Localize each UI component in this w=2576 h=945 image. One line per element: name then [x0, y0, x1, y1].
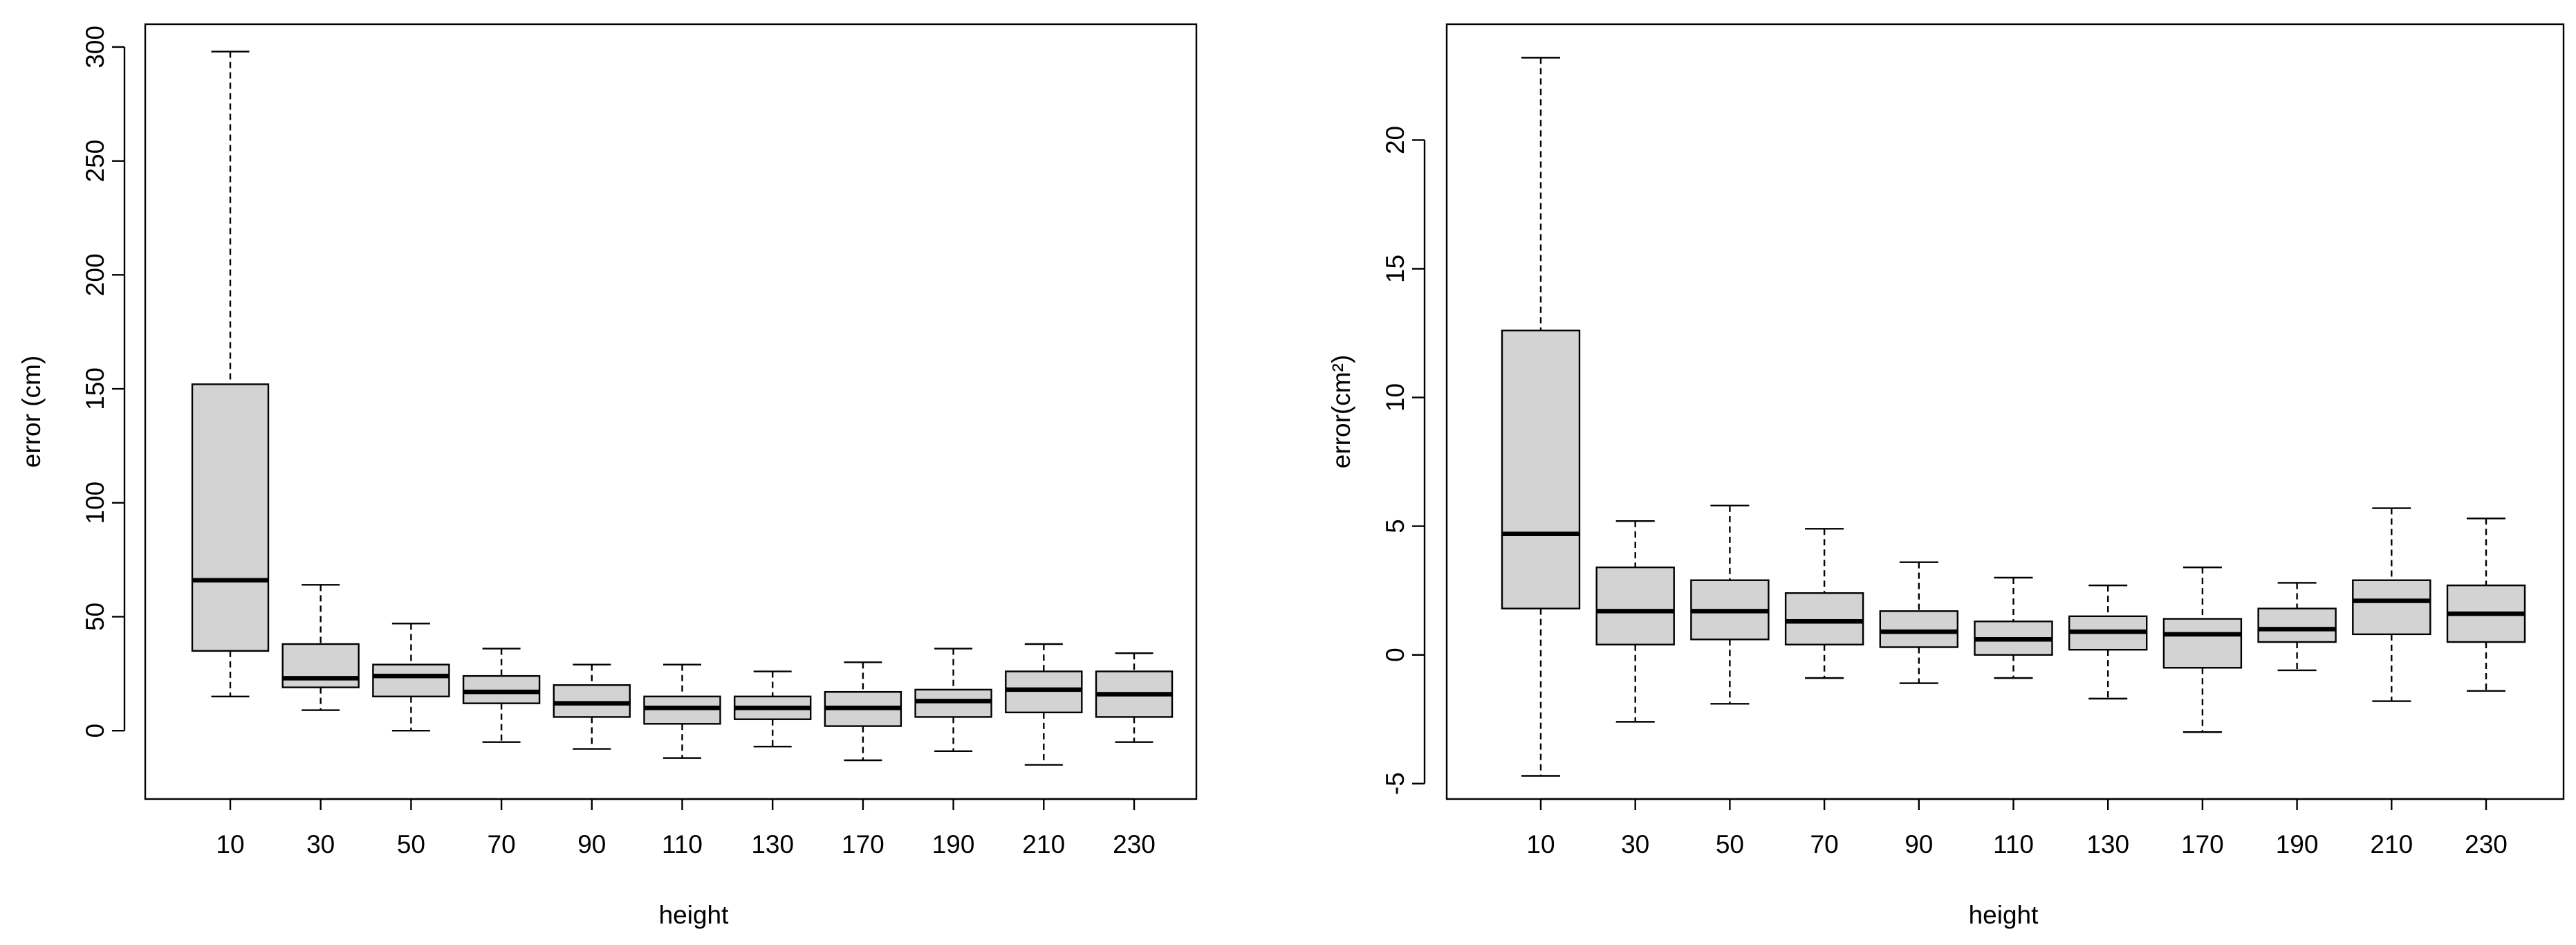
y-tick-label: 15 [1381, 255, 1409, 283]
plot-frame-right [1445, 23, 2565, 800]
x-tick-label: 190 [932, 830, 975, 859]
y-axis-right: -5 0 5 10 15 20 [1381, 126, 1426, 795]
box-110 [643, 663, 721, 759]
x-tick-label: 230 [1113, 830, 1156, 859]
y-tick-label: 20 [1381, 126, 1409, 154]
box-90 [1879, 561, 1959, 684]
iqr-box [1501, 329, 1581, 609]
iqr-box [2257, 607, 2337, 643]
x-tick-label: 130 [2086, 830, 2129, 859]
x-axis-title-right: height [1969, 901, 2039, 929]
y-tick-label: 100 [81, 481, 109, 524]
x-tick-label: 210 [1022, 830, 1065, 859]
box-30 [1595, 520, 1675, 723]
box-210 [2352, 507, 2431, 702]
box-170 [824, 661, 902, 762]
box-70 [1784, 528, 1864, 679]
iqr-box [462, 675, 541, 704]
iqr-box [372, 663, 450, 697]
x-tick-label: 50 [397, 830, 425, 859]
y-tick-label: -5 [1381, 772, 1409, 795]
box-50 [372, 623, 450, 732]
x-tick-label: 170 [842, 830, 884, 859]
box-10 [1501, 57, 1581, 777]
boxes-right [1501, 57, 2526, 777]
x-tick-label: 10 [1526, 830, 1555, 859]
x-tick-label: 30 [306, 830, 335, 859]
x-tick-label: 70 [488, 830, 516, 859]
y-tick-label: 300 [81, 26, 109, 68]
box-130 [2068, 584, 2148, 700]
x-tick-label: 230 [2465, 830, 2508, 859]
iqr-box [553, 684, 631, 718]
box-110 [1974, 576, 2053, 679]
y-tick-label: 250 [81, 140, 109, 183]
x-axis-title-left: height [659, 901, 730, 929]
iqr-box [643, 695, 721, 725]
x-tick-label: 110 [662, 830, 703, 859]
x-tick-label: 90 [1905, 830, 1933, 859]
iqr-box [2162, 618, 2243, 669]
chart-left: 0 50 100 150 200 250 300 10 30 50 70 90 110 130 170 19… [17, 23, 1198, 929]
box-70 [462, 648, 541, 743]
y-tick-label: 0 [81, 724, 109, 738]
box-190 [914, 648, 992, 753]
y-tick-label: 10 [1381, 383, 1409, 412]
x-tick-label: 50 [1716, 830, 1744, 859]
x-axis-left: 10 30 50 70 90 110 130 170 190 210 230 [216, 798, 1156, 859]
boxes-left [191, 51, 1174, 766]
x-axis-right: 10 30 50 70 90 110 130 170 190 210 230 [1526, 798, 2508, 859]
y-tick-label: 200 [81, 253, 109, 296]
box-230 [2446, 517, 2526, 692]
x-tick-label: 70 [1810, 830, 1839, 859]
iqr-box [281, 643, 360, 688]
y-tick-label: 0 [1381, 648, 1409, 662]
iqr-box [1595, 566, 1675, 645]
y-tick-label: 150 [81, 367, 109, 410]
x-tick-label: 170 [2181, 830, 2224, 859]
y-axis-title-right: error(cm²) [1327, 355, 1355, 468]
iqr-box [1005, 670, 1083, 714]
iqr-box [1784, 592, 1864, 645]
iqr-box [2352, 579, 2431, 636]
x-tick-label: 110 [1993, 830, 2034, 859]
y-axis-left: 0 50 100 150 200 250 300 [81, 26, 126, 738]
y-tick-label: 5 [1381, 519, 1409, 533]
y-tick-label: 50 [81, 603, 109, 631]
box-170 [2162, 566, 2243, 733]
x-tick-label: 30 [1621, 830, 1649, 859]
iqr-box [191, 383, 270, 652]
box-30 [281, 584, 360, 711]
x-tick-label: 210 [2370, 830, 2413, 859]
iqr-box [914, 688, 992, 718]
box-50 [1690, 504, 1770, 705]
box-90 [553, 663, 631, 750]
iqr-box [1879, 610, 1959, 648]
box-130 [733, 670, 812, 748]
box-190 [2257, 582, 2337, 672]
y-axis-title-left: error (cm) [17, 356, 46, 468]
x-tick-label: 190 [2276, 830, 2319, 859]
box-230 [1095, 652, 1174, 743]
x-tick-label: 10 [216, 830, 244, 859]
x-tick-label: 90 [577, 830, 606, 859]
box-210 [1005, 643, 1083, 766]
box-10 [191, 51, 270, 697]
x-tick-label: 130 [751, 830, 794, 859]
